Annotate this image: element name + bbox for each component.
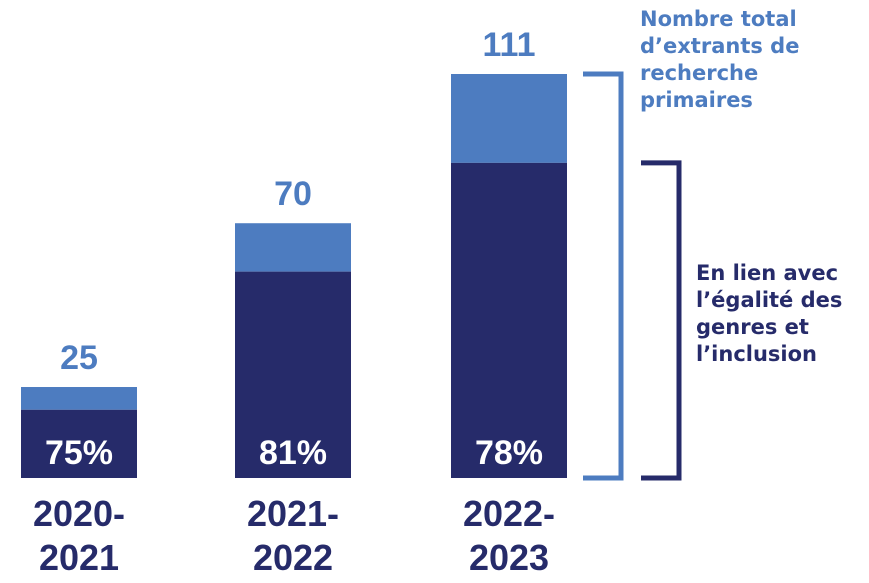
bracket-total bbox=[583, 71, 624, 481]
bar-total-segment bbox=[21, 387, 137, 410]
bar-total-label: 70 bbox=[274, 175, 312, 213]
bracket-gender bbox=[641, 160, 682, 481]
bar-percent-label: 81% bbox=[259, 434, 327, 472]
bar-gender-segment bbox=[235, 271, 351, 478]
bar-percent-label: 75% bbox=[45, 434, 113, 472]
bar-total-label: 25 bbox=[60, 339, 98, 377]
bar-total-segment bbox=[235, 223, 351, 272]
category-label: 2021-2022 bbox=[247, 493, 339, 578]
annotation-gender-inclusion: En lien avec l’égalité des genres et l’i… bbox=[696, 261, 843, 366]
bar-total-label: 111 bbox=[483, 26, 536, 64]
bar-gender-segment bbox=[21, 409, 137, 478]
bar-total-segment bbox=[451, 74, 567, 163]
bar-gender-segment bbox=[451, 162, 567, 478]
category-label: 2022-2023 bbox=[463, 493, 555, 578]
bar-percent-label: 78% bbox=[475, 434, 543, 472]
category-label: 2020-2021 bbox=[33, 493, 125, 578]
annotation-total-outputs: Nombre total d’extrants de recherche pri… bbox=[640, 7, 800, 112]
